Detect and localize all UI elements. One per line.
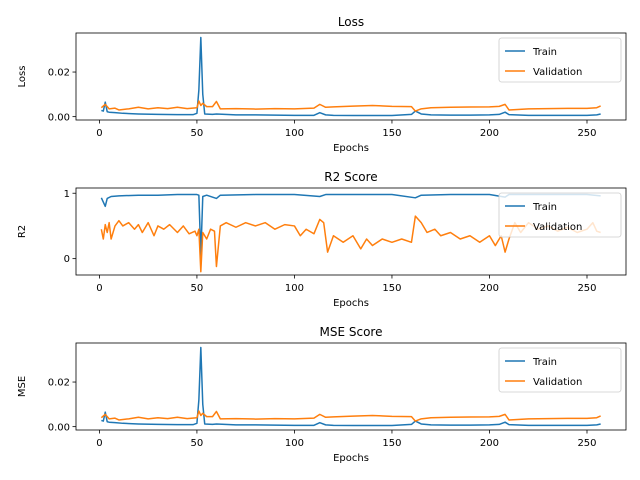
series-line-train <box>101 346 601 427</box>
x-tick-label: 50 <box>191 283 204 294</box>
y-tick-label: 0.00 <box>48 112 70 123</box>
chart-panel-2: 0 50 100 150 200 250 0 1 R2 Score Epochs R2 Train Va… <box>17 170 627 309</box>
x-tick-label: 250 <box>577 283 596 294</box>
y-tick-label: 0.02 <box>48 68 70 79</box>
x-axis-label: Epochs <box>333 298 369 309</box>
series-line-train <box>101 36 601 117</box>
x-tick-label: 250 <box>577 438 596 449</box>
legend-label: Validation <box>533 222 582 233</box>
chart-title: R2 Score <box>324 170 377 184</box>
x-tick-label: 200 <box>480 438 499 449</box>
legend: Train Validation <box>498 347 622 393</box>
x-tick-label: 250 <box>577 128 596 139</box>
x-axis-label: Epochs <box>333 453 369 464</box>
axes-frame <box>75 342 627 431</box>
legend-box <box>498 37 622 83</box>
x-tick-label: 150 <box>382 128 401 139</box>
x-tick-label: 200 <box>480 283 499 294</box>
y-tick-label: 0.02 <box>48 378 70 389</box>
series-line-validation <box>100 215 601 273</box>
x-tick-label: 0 <box>96 283 102 294</box>
y-tick-label: 0 <box>64 254 70 265</box>
legend-label: Train <box>532 202 557 213</box>
chart-panel-1: 0 50 100 150 200 250 0.00 0.02 Loss Epochs Loss Tra… <box>17 15 627 154</box>
x-tick-label: 100 <box>285 283 304 294</box>
x-tick-label: 50 <box>191 438 204 449</box>
x-tick-label: 0 <box>96 128 102 139</box>
x-tick-label: 150 <box>382 283 401 294</box>
chart-panel-3: 0 50 100 150 200 250 0.00 0.02 MSE Score Epochs MS… <box>17 325 627 464</box>
legend-label: Train <box>532 357 557 368</box>
y-axis-label: MSE <box>17 376 28 397</box>
legend-box <box>498 192 622 238</box>
y-tick-label: 1 <box>64 189 70 200</box>
y-axis-label: R2 <box>17 225 28 238</box>
legend: Train Validation <box>498 192 622 238</box>
legend-label: Validation <box>533 377 582 388</box>
x-tick-label: 200 <box>480 128 499 139</box>
y-axis-label: Loss <box>17 66 28 88</box>
x-tick-label: 100 <box>285 438 304 449</box>
series-line-validation <box>100 100 601 112</box>
series-line-train <box>100 193 601 257</box>
legend-box <box>498 347 622 393</box>
chart-title: Loss <box>338 15 364 29</box>
legend-label: Train <box>532 47 557 58</box>
legend: Train Validation <box>498 37 622 83</box>
axes-frame <box>75 32 627 121</box>
legend-label: Validation <box>533 67 582 78</box>
x-tick-label: 0 <box>96 438 102 449</box>
series-line-validation <box>100 410 601 422</box>
x-tick-label: 150 <box>382 438 401 449</box>
x-tick-label: 100 <box>285 128 304 139</box>
x-axis-label: Epochs <box>333 143 369 154</box>
x-tick-label: 50 <box>191 128 204 139</box>
axes-frame <box>75 187 627 276</box>
y-tick-label: 0.00 <box>48 422 70 433</box>
chart-title: MSE Score <box>320 325 383 339</box>
